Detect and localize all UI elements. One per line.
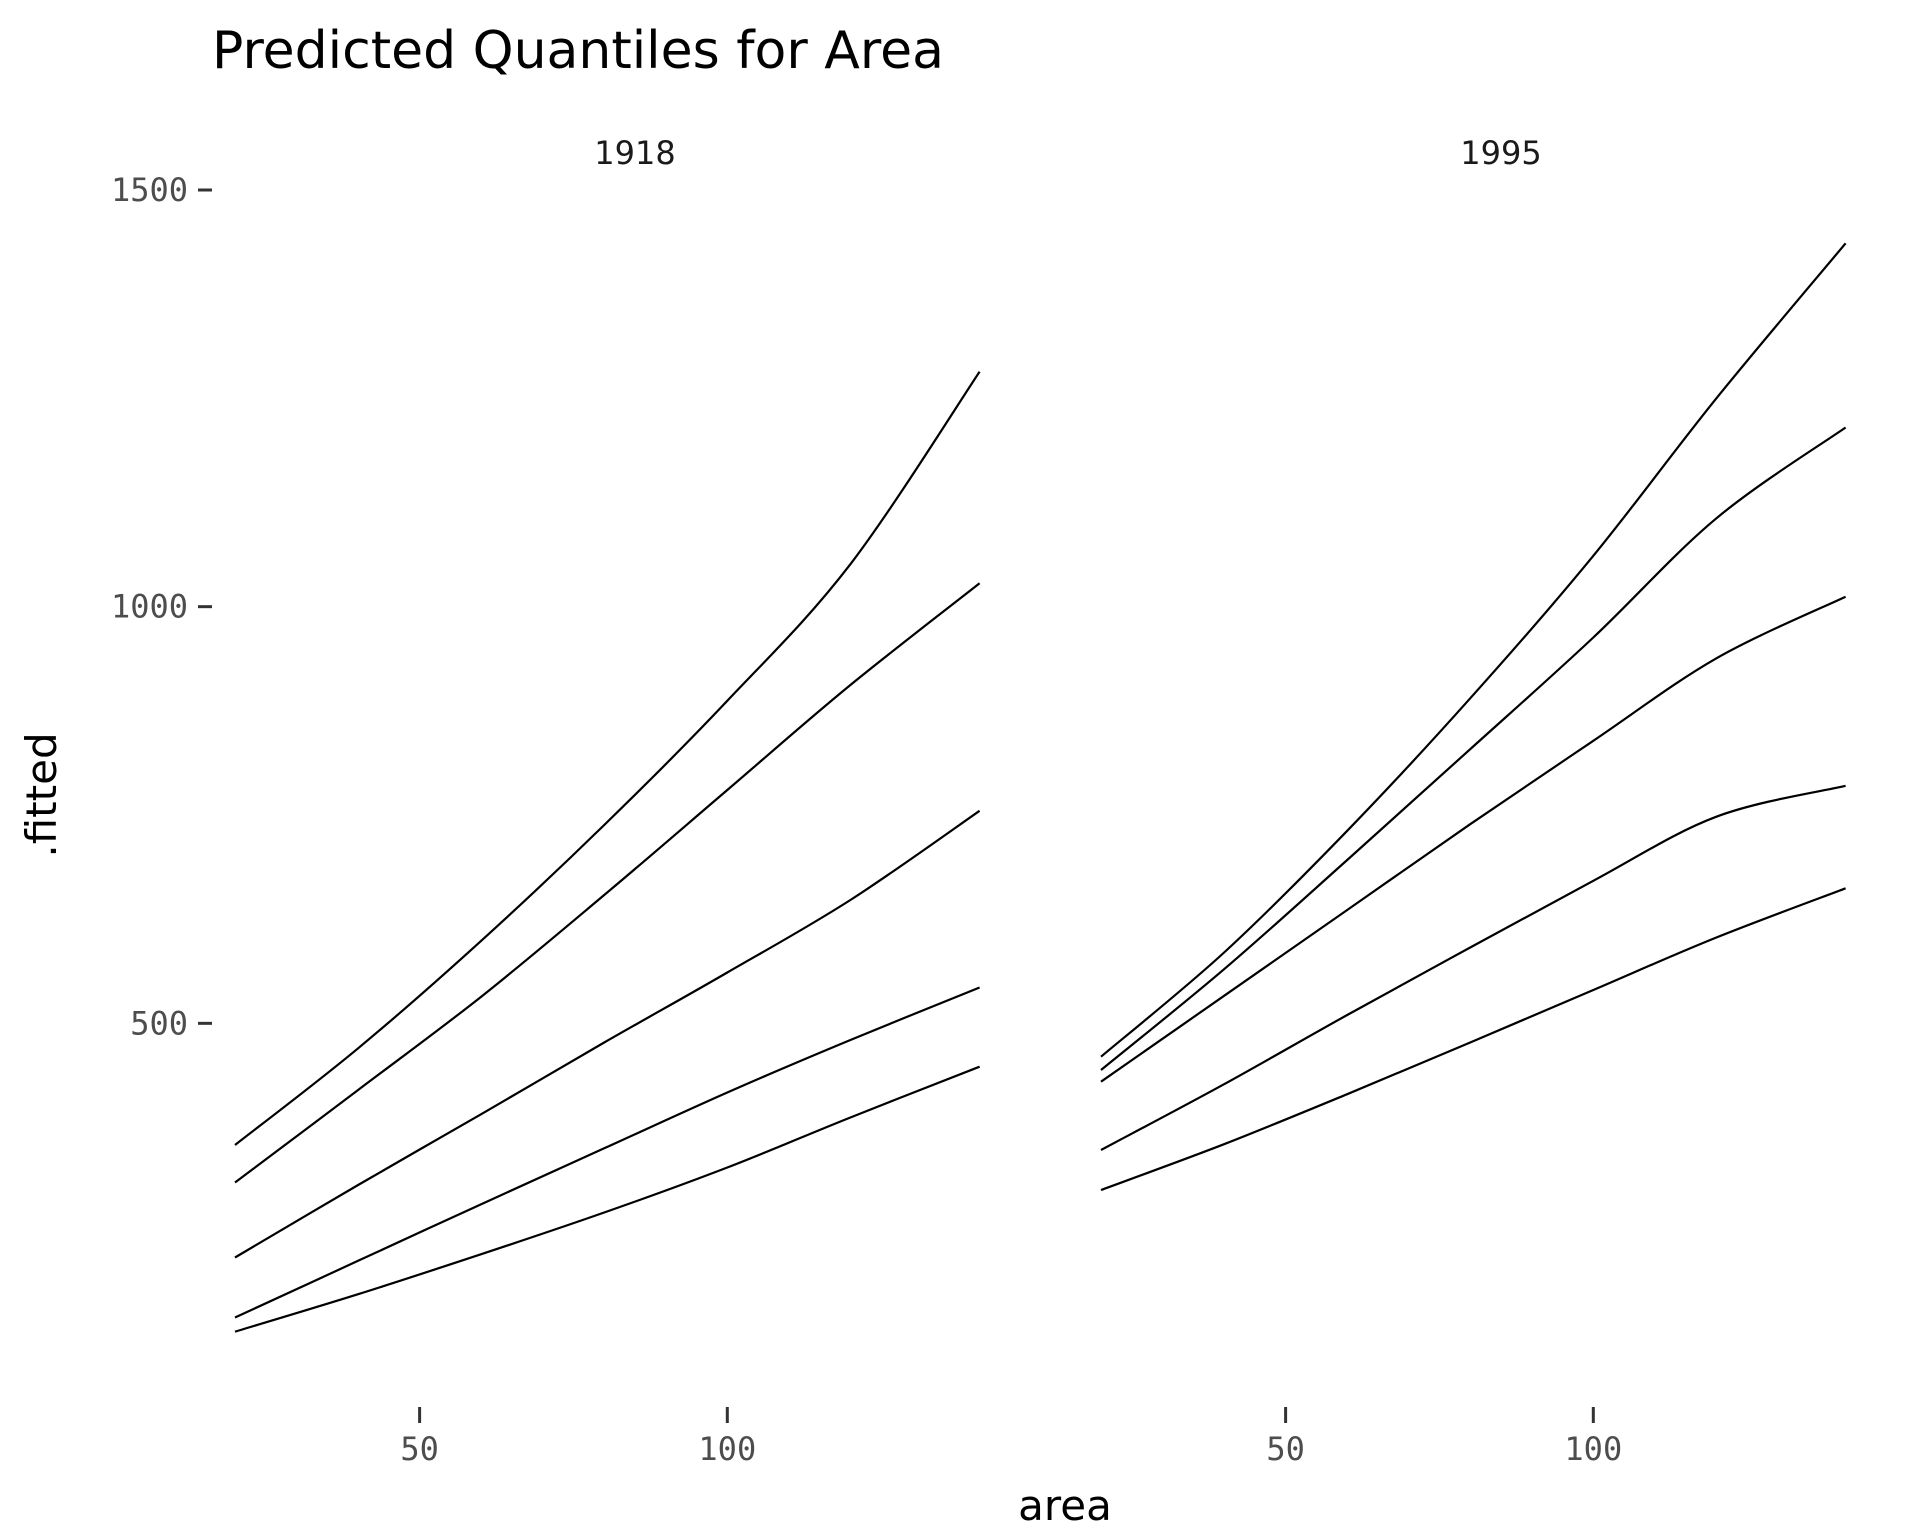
quantile-line-2: [234, 986, 981, 1319]
quantile-line-5: [234, 371, 981, 1146]
quantile-line-4: [1100, 426, 1847, 1071]
quantile-line-1: [234, 1065, 981, 1333]
y-tick-label: 1500: [111, 171, 188, 209]
y-axis: 500 1000 1500: [111, 171, 212, 1042]
x-tick-label: 50: [400, 1430, 439, 1468]
quantile-line-4: [234, 582, 981, 1184]
panels: 1918 50 100 1995 50 100: [234, 134, 1847, 1468]
y-axis-title: .fitted: [17, 732, 66, 857]
quantile-line-3: [1100, 595, 1847, 1083]
quantile-line-2: [1100, 784, 1846, 1151]
panel-strip-label: 1995: [1460, 134, 1541, 172]
x-tick-label: 50: [1266, 1430, 1305, 1468]
chart-title: Predicted Quantiles for Area: [212, 21, 944, 81]
quantile-line-5: [1100, 242, 1847, 1058]
panel-1918: 1918 50 100: [234, 134, 981, 1468]
y-tick-label: 500: [130, 1004, 188, 1042]
panel-strip-label: 1918: [594, 134, 675, 172]
x-tick-label: 100: [698, 1430, 756, 1468]
x-tick-label: 100: [1564, 1430, 1622, 1468]
quantile-line-1: [1100, 887, 1846, 1192]
y-tick-label: 1000: [111, 588, 188, 626]
quantile-line-3: [234, 809, 981, 1259]
x-axis-title: area: [1018, 1481, 1112, 1530]
panel-1995: 1995 50 100: [1100, 134, 1847, 1468]
